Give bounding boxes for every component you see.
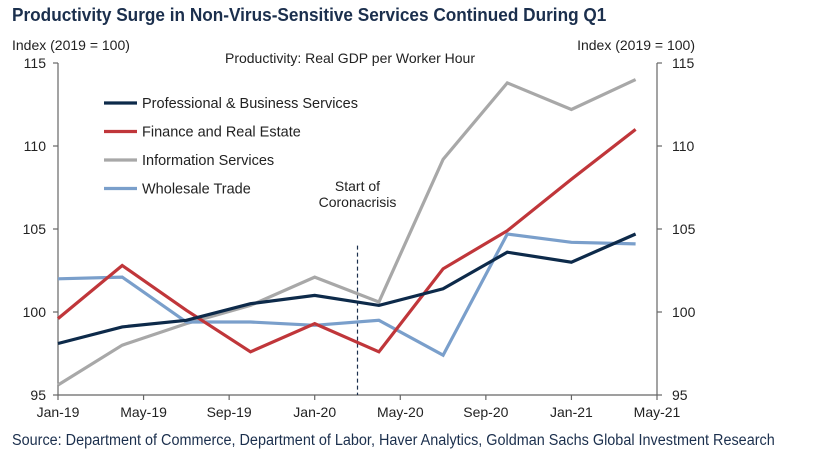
y-tick-label-left: 100 — [23, 304, 47, 320]
legend-label-professional-business-services: Professional & Business Services — [142, 96, 358, 112]
y-tick-label-right: 100 — [672, 304, 696, 320]
legend-label-wholesale-trade: Wholesale Trade — [142, 182, 251, 198]
chart-subtitle: Productivity: Real GDP per Worker Hour — [225, 50, 475, 66]
series-line-wholesale-trade — [57, 232, 636, 358]
x-tick-label: Jan-21 — [550, 404, 593, 420]
legend: Professional & Business Services Finance … — [104, 96, 358, 198]
legend-label-information-services: Information Services — [142, 153, 274, 169]
y-tick-label-left: 110 — [24, 138, 47, 154]
series-line-information-services — [57, 78, 637, 387]
legend-label-finance-and-real-estate: Finance and Real Estate — [142, 125, 301, 141]
y-axis-label-left: Index (2019 = 100) — [12, 37, 130, 53]
x-tick-label: Jan-20 — [293, 404, 336, 420]
annotation-label: Coronacrisis — [319, 194, 397, 210]
y-tick-label-right: 115 — [672, 55, 695, 71]
y-tick-label-left: 95 — [30, 387, 46, 403]
x-tick-label: Sep-19 — [207, 404, 252, 420]
annotation-label: Start of — [335, 178, 380, 194]
x-tick-label: May-19 — [120, 404, 167, 420]
chart-title: Productivity Surge in Non-Virus-Sensitiv… — [12, 4, 607, 25]
series-lines — [56, 78, 637, 387]
series-line-finance-and-real-estate — [56, 128, 637, 354]
y-tick-label-right: 105 — [672, 221, 696, 237]
x-tick-label: Sep-20 — [463, 404, 508, 420]
series-line-professional-business-services — [57, 232, 637, 346]
y-tick-label-right: 95 — [672, 387, 688, 403]
x-tick-label: May-20 — [377, 404, 424, 420]
y-tick-label-right: 110 — [672, 138, 695, 154]
x-tick-label: Jan-19 — [37, 404, 80, 420]
axes: 95 95 100 100 105 105 110 110 115 115 Jan-19 May-19… — [23, 55, 696, 420]
x-tick-label: May-21 — [634, 404, 681, 420]
y-tick-label-left: 115 — [24, 55, 47, 71]
y-tick-label-left: 105 — [23, 221, 47, 237]
source-note: Source: Department of Commerce, Departme… — [12, 432, 775, 449]
y-axis-label-right: Index (2019 = 100) — [577, 37, 695, 53]
